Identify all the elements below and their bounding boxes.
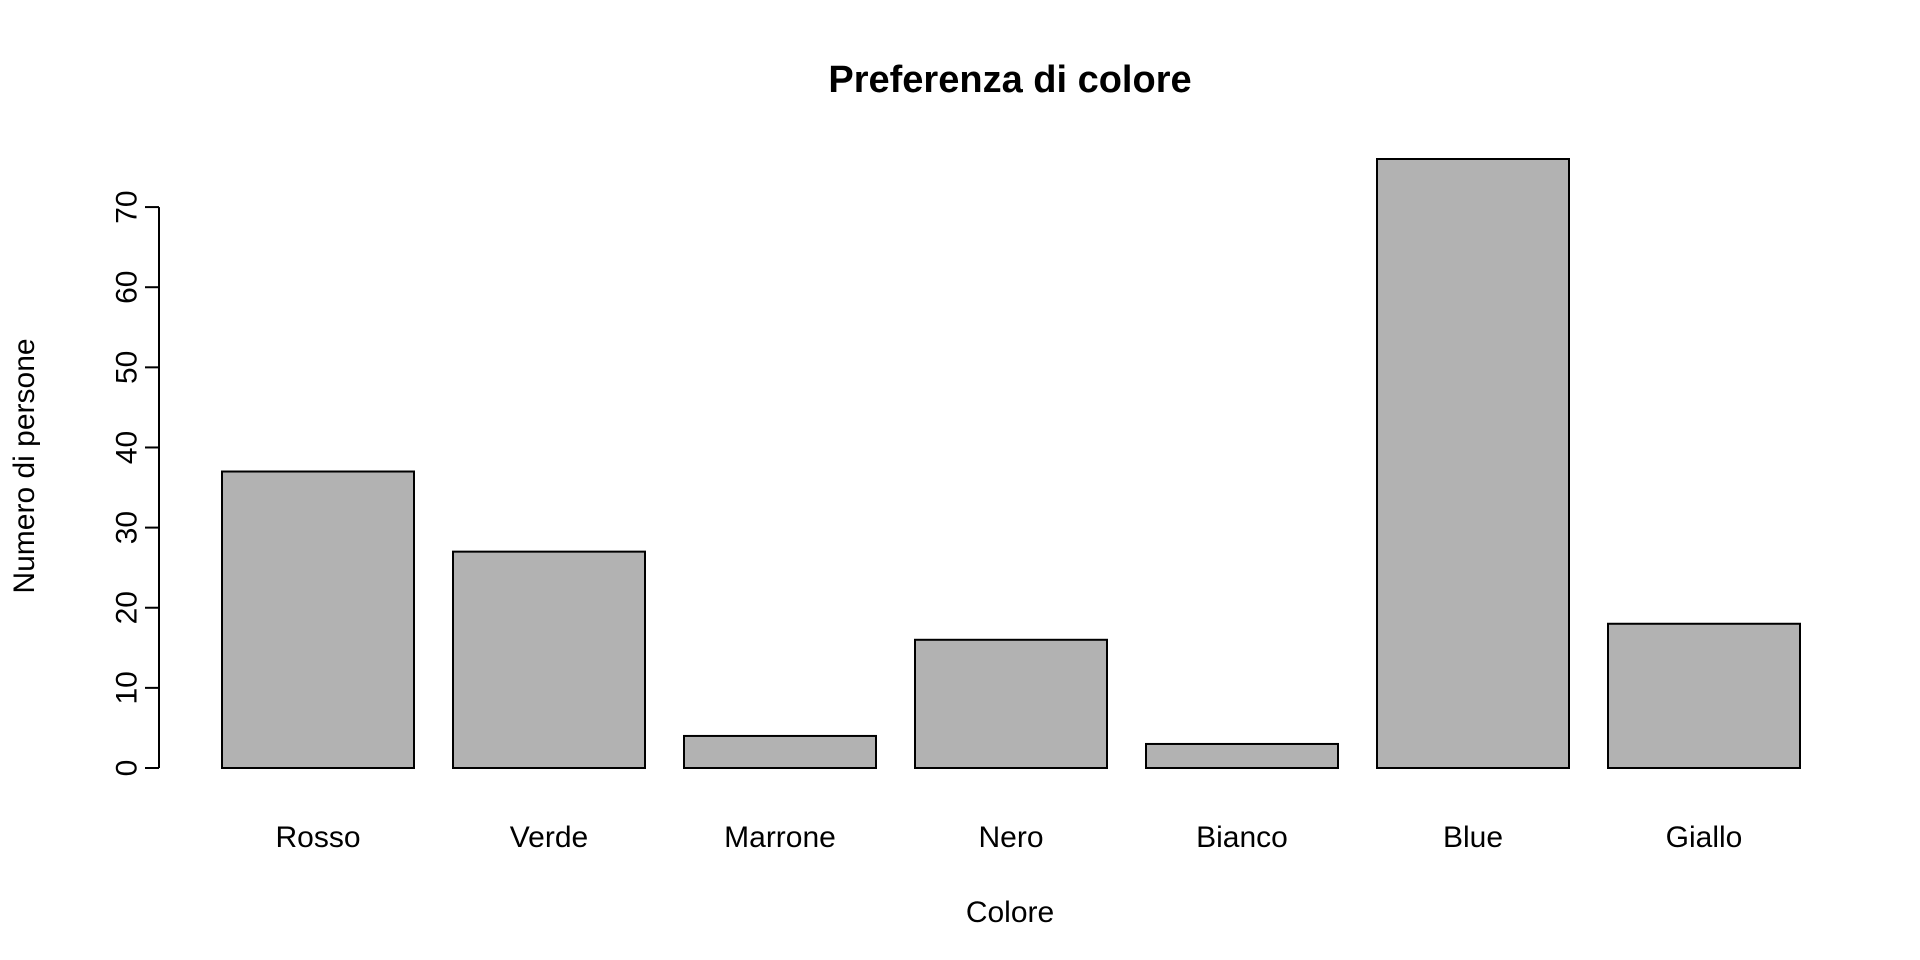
bar-rosso (221, 470, 415, 769)
x-tick-label: Blue (1443, 821, 1503, 854)
y-axis: 0 10 20 30 40 50 60 70 (111, 190, 160, 776)
x-tick-label: Rosso (275, 821, 360, 854)
y-tick-label: 20 (111, 591, 144, 624)
y-tick-label: 60 (111, 271, 144, 304)
bar-bianco (1145, 742, 1339, 769)
x-tick-labels: Rosso Verde Marrone Nero Bianco Blue Giallo (275, 821, 1742, 854)
chart-title: Preferenza di colore (828, 59, 1191, 101)
x-tick-label: Giallo (1666, 821, 1743, 854)
bars-group (221, 158, 1801, 770)
y-tick-label: 10 (111, 671, 144, 704)
bar-blue (1376, 158, 1570, 769)
bar-verde (452, 550, 646, 769)
y-tick-label: 40 (111, 431, 144, 464)
bar-nero (914, 638, 1108, 770)
x-tick-label: Bianco (1196, 821, 1288, 854)
x-tick-label: Verde (510, 821, 588, 854)
y-tick-label: 70 (111, 190, 144, 223)
y-tick-label: 30 (111, 511, 144, 544)
y-tick-label: 50 (111, 351, 144, 384)
bar-marrone (683, 734, 877, 770)
x-axis-label: Colore (966, 896, 1054, 929)
y-axis-label: Numero di persone (8, 338, 41, 593)
bar-giallo (1607, 622, 1801, 770)
x-tick-label: Nero (978, 821, 1043, 854)
x-tick-label: Marrone (724, 821, 836, 854)
y-tick-label: 0 (111, 760, 144, 777)
